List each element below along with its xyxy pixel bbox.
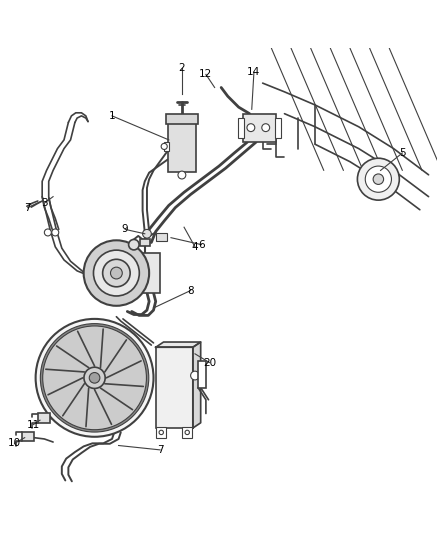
Circle shape	[178, 171, 186, 179]
Circle shape	[159, 430, 163, 434]
Text: 10: 10	[8, 438, 21, 448]
Text: 4: 4	[192, 242, 198, 252]
Circle shape	[84, 367, 105, 389]
Bar	[168, 122, 196, 172]
Bar	[166, 114, 198, 124]
Circle shape	[93, 250, 139, 296]
Circle shape	[129, 239, 139, 250]
Text: 9: 9	[122, 224, 128, 235]
Bar	[140, 239, 150, 246]
Circle shape	[373, 174, 384, 184]
Bar	[164, 142, 169, 151]
Circle shape	[52, 229, 59, 236]
Circle shape	[357, 158, 399, 200]
Circle shape	[191, 371, 199, 380]
Circle shape	[247, 124, 255, 132]
Text: 12: 12	[199, 69, 212, 79]
Bar	[182, 427, 192, 438]
Circle shape	[110, 267, 122, 279]
Circle shape	[84, 240, 149, 306]
Circle shape	[102, 259, 130, 287]
Circle shape	[161, 143, 167, 149]
Circle shape	[365, 166, 392, 192]
Text: 2: 2	[179, 63, 185, 73]
Bar	[238, 118, 244, 138]
Polygon shape	[193, 342, 201, 428]
Bar	[155, 348, 193, 428]
Text: 7: 7	[157, 445, 163, 455]
Text: 7: 7	[25, 203, 31, 213]
Bar	[198, 361, 206, 387]
Circle shape	[185, 430, 189, 434]
Circle shape	[89, 373, 100, 383]
Circle shape	[44, 229, 51, 236]
Circle shape	[35, 319, 153, 437]
Text: 3: 3	[41, 198, 48, 208]
Text: 20: 20	[203, 358, 216, 368]
Bar	[110, 253, 160, 293]
Bar	[38, 413, 50, 423]
Circle shape	[143, 229, 151, 238]
Bar	[21, 432, 34, 441]
Bar	[156, 427, 166, 438]
Text: 6: 6	[198, 240, 205, 249]
Circle shape	[40, 324, 149, 432]
Text: 11: 11	[27, 419, 40, 430]
Text: 14: 14	[247, 67, 261, 77]
Bar	[155, 233, 166, 241]
Bar	[243, 114, 276, 142]
Text: 1: 1	[109, 111, 115, 121]
Circle shape	[262, 124, 270, 132]
Bar	[275, 118, 281, 138]
Circle shape	[42, 326, 146, 430]
Text: 5: 5	[399, 148, 406, 158]
Text: 8: 8	[187, 286, 194, 295]
Polygon shape	[155, 342, 201, 348]
